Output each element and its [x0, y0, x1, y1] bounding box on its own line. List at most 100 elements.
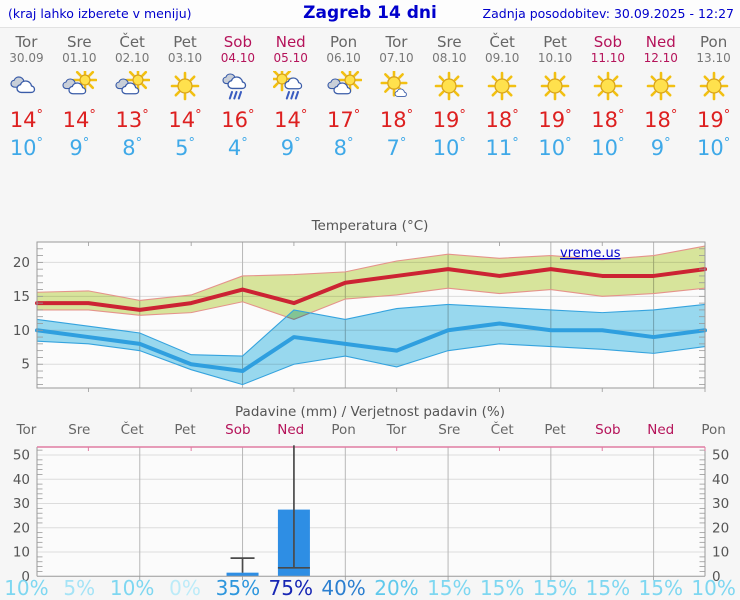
day-date: 01.10 [62, 51, 97, 65]
precip-day-label: Tor [16, 422, 37, 438]
svg-text:50: 50 [13, 448, 30, 464]
low-temp: 10° [591, 136, 625, 160]
svg-text:30: 30 [13, 496, 30, 512]
day-name: Čet [489, 33, 515, 51]
day-name: Pon [700, 33, 728, 51]
precip-day-label: Sre [68, 422, 91, 438]
forecast-day-column[interactable]: Pon 06.10 17° 8° [317, 28, 370, 160]
day-date: 07.10 [379, 51, 414, 65]
high-temp: 18° [485, 108, 519, 132]
high-temp: 16° [221, 108, 255, 132]
low-temp: 9° [69, 136, 90, 160]
high-temp: 18° [644, 108, 678, 132]
forecast-day-column[interactable]: Sre 08.10 19° 10° [423, 28, 476, 160]
sun-rain-icon [264, 66, 317, 105]
precipitation-probability-row: 10% 5% 10% 0% 35% 75% 40% 20% 15% 15% 15% 15% 15% 10% [0, 576, 740, 600]
forecast-day-column[interactable]: Tor 07.10 18° 7° [370, 28, 423, 160]
forecast-day-column[interactable]: Pet 03.10 14° 5° [159, 28, 212, 160]
day-date: 30.09 [9, 51, 44, 65]
precip-day-label: Pon [701, 422, 726, 438]
precip-day-label: Sob [225, 422, 251, 438]
precipitation-chart: 0 0 10 10 20 20 30 30 40 40 50 50 [13, 445, 729, 583]
svg-text:20: 20 [13, 255, 30, 271]
precip-day-label: Čet [490, 422, 514, 438]
day-name: Sre [437, 33, 462, 51]
forecast-day-column[interactable]: Pet 10.10 19° 10° [529, 28, 582, 160]
cloudy-icon [0, 71, 53, 105]
sunny-icon [423, 71, 476, 105]
forecast-day-column[interactable]: Ned 12.10 18° 9° [634, 28, 687, 160]
precip-probability: 40% [321, 576, 366, 600]
page-header: (kraj lahko izberete v meniju) Zagreb 14… [0, 0, 740, 28]
svg-text:10: 10 [712, 545, 729, 561]
low-temp: 10° [9, 136, 44, 160]
menu-hint[interactable]: (kraj lahko izberete v meniju) [8, 6, 192, 21]
svg-text:10: 10 [13, 323, 30, 339]
svg-text:20: 20 [712, 520, 729, 536]
day-name: Čet [119, 33, 145, 51]
svg-text:5: 5 [21, 357, 30, 373]
day-name: Sob [223, 33, 252, 51]
day-date: 12.10 [643, 51, 678, 65]
high-temp: 18° [591, 108, 625, 132]
sunny-icon [634, 71, 687, 105]
forecast-day-column[interactable]: Tor 30.09 14° 10° [0, 28, 53, 160]
svg-text:10: 10 [13, 545, 30, 561]
sunny-icon [476, 71, 529, 105]
precip-probability: 35% [215, 576, 261, 600]
precip-day-label: Sob [595, 422, 621, 438]
precip-probability: 75% [268, 576, 313, 600]
forecast-day-column[interactable]: Pon 13.10 19° 10° [687, 28, 740, 160]
day-date: 05.10 [273, 51, 308, 65]
day-name: Pet [543, 33, 567, 51]
svg-text:30: 30 [712, 496, 729, 512]
precip-day-label: Ned [647, 422, 675, 438]
precip-probability: 5% [63, 576, 96, 600]
svg-text:15: 15 [13, 289, 30, 305]
precipitation-chart-title: Padavine (mm) / Verjetnost padavin (%) [235, 404, 505, 420]
temperature-chart-title: Temperatura (°C) [311, 218, 429, 234]
watermark-link[interactable]: vreme.us [560, 246, 621, 261]
high-temp: 19° [538, 108, 572, 132]
low-temp: 9° [280, 136, 301, 160]
day-date: 02.10 [114, 51, 150, 65]
sunny-icon [159, 71, 212, 105]
low-temp: 10° [696, 136, 731, 160]
high-temp: 13° [115, 108, 149, 132]
day-name: Ned [275, 33, 306, 51]
precip-probability: 15% [585, 576, 631, 600]
forecast-day-column[interactable]: Sob 11.10 18° 10° [581, 28, 634, 160]
low-temp: 5° [175, 136, 195, 160]
forecast-day-column[interactable]: Sob 04.10 16° 4° [211, 28, 264, 160]
day-date: 13.10 [696, 51, 731, 65]
svg-text:50: 50 [712, 448, 729, 464]
last-update: Zadnja posodobitev: 30.09.2025 - 12:27 [482, 6, 734, 21]
page-title: Zagreb 14 dni [303, 3, 437, 23]
sunny-icon [529, 71, 582, 105]
day-name: Tor [385, 33, 408, 51]
forecast-day-column[interactable]: Sre 01.10 14° 9° [53, 28, 106, 160]
high-temp: 14° [9, 108, 44, 132]
high-temp: 18° [379, 108, 414, 132]
precip-probability: 10% [109, 576, 155, 600]
rain-icon [211, 71, 264, 105]
high-temp: 14° [168, 108, 202, 132]
svg-text:20: 20 [13, 520, 30, 536]
svg-text:40: 40 [712, 472, 729, 488]
day-name: Sre [66, 33, 92, 51]
low-temp: 7° [386, 136, 407, 160]
high-temp: 19° [696, 108, 731, 132]
precip-probability: 15% [638, 576, 683, 600]
partly-cloudy-icon [53, 67, 106, 105]
precip-day-label: Pet [544, 422, 566, 438]
mostly-sunny-icon [370, 69, 423, 105]
day-date: 08.10 [432, 51, 467, 65]
day-date: 04.10 [220, 51, 256, 65]
day-date: 11.10 [590, 51, 626, 65]
forecast-day-column[interactable]: Ned 05.10 14° 9° [264, 28, 317, 160]
partly-cloudy-icon [317, 67, 370, 105]
forecast-day-column[interactable]: Čet 09.10 18° 11° [476, 28, 529, 160]
precip-day-label: Tor [386, 422, 407, 438]
forecast-day-column[interactable]: Čet 02.10 13° 8° [106, 28, 159, 160]
